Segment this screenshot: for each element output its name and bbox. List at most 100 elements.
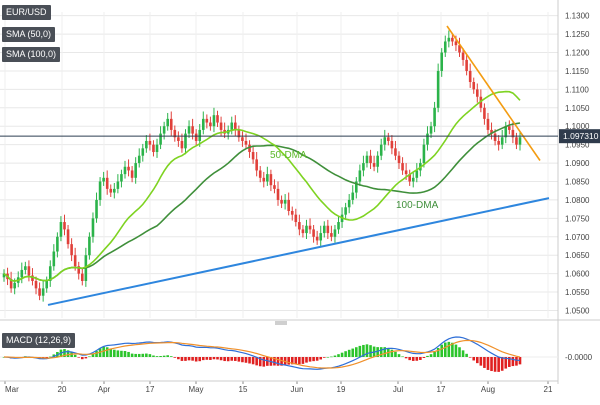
macd-histogram-bar [84,357,88,359]
macd-histogram-bar [315,357,319,361]
candle-body [34,280,38,289]
macd-histogram-bar [404,357,408,359]
macd-histogram-bar [468,357,472,358]
candle-body [212,115,216,127]
candle-body [351,192,355,200]
macd-histogram-bar [443,342,447,357]
macd-histogram-bar [322,357,326,358]
macd-histogram-bar [333,355,337,357]
candle-body [440,52,444,71]
y-tick-label: 1.1100 [565,85,589,94]
candle-body [262,177,266,182]
annotation-50dma: 50-DMA [270,150,307,161]
candle-body [162,126,166,134]
macd-histogram-bar [148,354,152,357]
candle-body [102,177,105,182]
candle-body [276,188,280,200]
macd-histogram-bar [219,357,223,361]
candle-body [216,115,219,123]
candle-body [237,129,241,138]
candle-body [515,137,518,145]
candle-body [447,37,451,42]
macd-histogram-bar [234,357,237,361]
macd-histogram-bar [454,344,458,357]
macd-histogram-bar [273,357,276,366]
macd-histogram-bar [376,347,379,357]
candle-body [24,266,27,270]
y-tick-label: 1.0750 [565,214,590,223]
macd-histogram-bar [294,357,298,365]
x-tick-label: 17 [146,385,155,394]
candle-body [116,181,120,189]
macd-histogram-bar [130,353,134,357]
macd-histogram-bar [223,357,226,362]
macd-histogram-bar [209,357,212,360]
y-tick-label: 1.1250 [565,30,590,39]
macd-histogram-bar [159,356,162,357]
candle-body [344,207,347,215]
sma100-line [3,122,521,282]
candle-body [475,89,479,97]
macd-histogram-bar [280,357,283,366]
candle-body [184,133,187,149]
candle-body [88,236,91,256]
y-tick-label: 1.0500 [565,306,590,315]
macd-histogram-bar [383,347,387,357]
macd-histogram-bar [180,357,184,361]
candle-body [322,225,326,234]
macd-histogram-bar [447,341,451,357]
candle-body [177,137,180,141]
candle-body [294,214,298,223]
candle-body [298,222,301,230]
macd-histogram-bar [258,357,262,367]
macd-histogram-bar [351,348,355,357]
candle-body [266,174,269,182]
legend-sma50: SMA (50,0) [2,27,56,42]
candle-body [201,118,205,130]
candle-body [120,174,123,182]
candle-body [13,282,16,289]
macd-histogram-bar [347,349,351,357]
candle-body [362,163,365,171]
candle-body [330,233,333,237]
macd-histogram-bar [355,347,358,357]
candle-body [486,118,490,130]
candle-body [244,140,248,145]
y-tick-label: 1.0600 [565,270,590,279]
macd-histogram-bar [337,354,340,357]
macd-histogram-bar [483,357,486,368]
candle-body [443,41,447,53]
macd-histogram-bar [419,357,422,360]
candle-body [41,288,45,296]
candle-body [397,155,401,164]
candle-body [248,144,251,153]
macd-histogram-bar [451,342,454,357]
x-tick-label: 15 [239,385,248,394]
macd-histogram-bar [194,357,198,362]
macd-histogram-bar [490,357,493,372]
macd-histogram-bar [511,357,515,367]
x-tick-label: 21 [544,385,553,394]
candle-body [337,222,340,230]
candle-body [369,155,372,164]
annotation-100dma: 100-DMA [396,200,439,211]
candle-body [390,140,394,149]
macd-histogram-bar [365,344,369,357]
macd-histogram-bar [426,355,429,357]
macd-histogram-bar [66,350,70,357]
macd-histogram-bar [95,351,98,357]
candle-body [394,148,397,156]
candle-body [123,166,127,175]
macd-histogram-bar [479,357,483,366]
macd-histogram-bar [308,357,312,362]
y-tick-label: 1.0850 [565,178,590,187]
x-tick-label: May [188,385,203,394]
macd-histogram-bar [248,357,251,364]
macd-histogram-bar [433,351,436,357]
candle-body [500,137,504,145]
macd-histogram-bar [48,356,52,358]
macd-histogram-bar [244,357,248,363]
macd-histogram-bar [255,357,258,366]
sma50-line [3,90,521,282]
